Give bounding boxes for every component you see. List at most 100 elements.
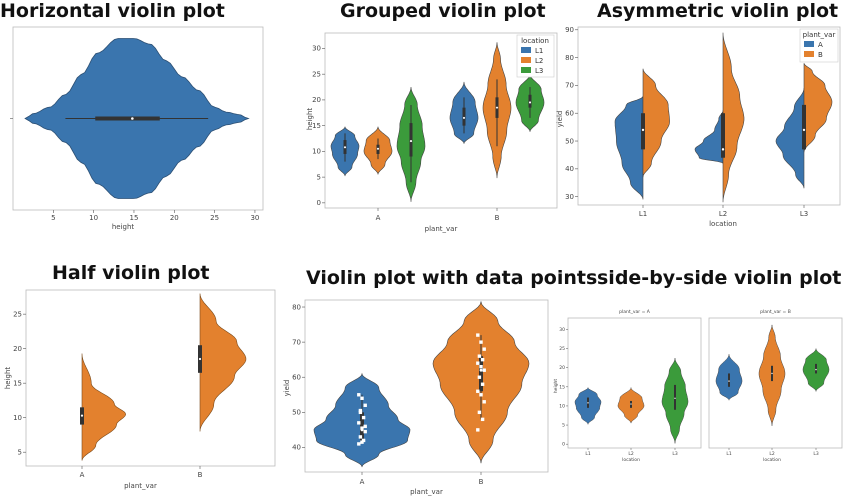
p4-half-violin-B <box>199 293 247 432</box>
p2-legend-swatch-L1 <box>521 47 531 53</box>
p6-xtick-label: L2 <box>628 451 634 457</box>
p6-xtick-label: L1 <box>726 451 732 457</box>
p5-data-point-B <box>479 340 483 344</box>
p1-xtick-label: 20 <box>170 214 179 222</box>
p3-iqr-box-L1 <box>641 113 645 150</box>
p5-data-point-B <box>480 357 485 362</box>
p6-median-dot-0-L2 <box>630 403 632 405</box>
p6-facet-frame-0 <box>567 317 702 449</box>
p1-xtick-label: 25 <box>210 214 219 222</box>
p3-xtick-label: L3 <box>800 210 808 218</box>
p3-ytick-label: 80 <box>565 54 574 62</box>
p5-ytick-label: 70 <box>292 338 301 346</box>
p5-data-point-B <box>479 393 483 397</box>
p1-iqr-box <box>95 116 160 121</box>
p6-median-dot-0-L1 <box>587 402 589 404</box>
p6-facet-title-0: plant_var = A <box>619 309 651 315</box>
p6-iqr-box-1-L1 <box>728 373 730 387</box>
p3-legend-label-A: A <box>818 41 823 49</box>
p6-ytick-label: 20 <box>559 365 565 371</box>
p2-B-L2-median-dot <box>495 106 499 109</box>
p3-legend-title: plant_var <box>803 31 836 39</box>
p3-ytick-label: 60 <box>565 110 574 118</box>
p2-A-L1-median-dot <box>343 146 347 149</box>
p4-ytick-label: 10 <box>13 414 22 422</box>
p3-median-dot-L2 <box>721 148 725 151</box>
p5-data-point-A <box>358 435 363 439</box>
p6-xtick-label: L3 <box>813 451 819 457</box>
p3-xlabel: location <box>709 220 737 228</box>
p5-data-point-B <box>477 375 482 379</box>
p6-iqr-box-0-L3 <box>674 384 676 410</box>
p4-frame <box>25 289 276 467</box>
p2-xlabel: plant_var <box>425 225 458 233</box>
p4-xlabel: plant_var <box>124 482 157 490</box>
title-horizontal-violin: Horizontal violin plot <box>0 0 225 22</box>
title-violin-data-points: Violin plot with data points <box>306 267 598 289</box>
p5-data-point-A <box>358 410 363 415</box>
p2-ytick-label: 5 <box>317 173 321 181</box>
p6-median-dot-0-L3 <box>674 397 676 399</box>
p5-B-iqr-box <box>479 356 483 392</box>
p5-frame <box>304 299 549 473</box>
p3-violin-L2-B <box>722 32 745 203</box>
p2-legend-swatch-L2 <box>521 57 531 63</box>
p6-xtick-label: L3 <box>672 451 678 457</box>
p5-data-point-B <box>476 361 480 365</box>
p3-ytick-label: 90 <box>565 26 574 34</box>
p6-facet-frame-1 <box>708 317 843 449</box>
p2-ytick-label: 0 <box>317 199 321 207</box>
p2-ylabel: height <box>306 108 314 131</box>
p2-legend-label-L1: L1 <box>535 47 543 55</box>
p5-data-point-A <box>360 426 364 430</box>
p5-ytick-label: 60 <box>292 374 301 382</box>
p5-data-point-B <box>479 364 483 369</box>
p3-ytick-label: 70 <box>565 82 574 90</box>
p3-ylabel: yield <box>556 111 564 128</box>
p4-ylabel: height <box>4 367 12 390</box>
p5-data-point-A <box>358 408 363 413</box>
p3-ytick-label: 30 <box>565 193 574 201</box>
p6-median-dot-1-L2 <box>771 372 773 375</box>
p5-data-point-B <box>482 347 486 351</box>
p5-ytick-label: 80 <box>292 303 301 311</box>
p2-legend-title: location <box>521 37 549 45</box>
p3-legend-swatch-A <box>804 41 814 47</box>
p5-data-point-B <box>477 410 482 415</box>
p2-frame <box>324 32 558 209</box>
p5-data-point-B <box>482 368 486 372</box>
p6-ytick-label: 25 <box>559 346 565 352</box>
p3-xtick-label: L2 <box>719 210 727 218</box>
p5-A-iqr-box <box>360 412 364 441</box>
p2-A-L2-median-dot <box>376 147 380 150</box>
p4-xtick-label: B <box>198 471 203 479</box>
p6-xtick-label: L1 <box>585 451 591 457</box>
title-side-by-side-violin: side-by-side violin plot <box>597 267 842 289</box>
title-half-violin: Half violin plot <box>52 262 210 284</box>
p6-iqr-box-1-L3 <box>815 363 817 374</box>
p1-xtick-label: 10 <box>89 214 98 222</box>
p5-data-point-B <box>480 417 485 422</box>
p2-ytick-label: 10 <box>312 148 321 156</box>
p5-data-point-B <box>477 354 482 358</box>
p3-violin-L1-B <box>642 68 670 178</box>
p1-xtick-label: 15 <box>130 214 139 222</box>
p5-data-point-B <box>476 389 480 393</box>
p1-xtick-label: 5 <box>51 214 55 222</box>
p5-data-point-A <box>357 393 361 397</box>
p5-xtick-label: A <box>360 478 365 486</box>
p1-xlabel: height <box>112 223 135 231</box>
p4-median-dot-A <box>80 414 84 417</box>
title-grouped-violin: Grouped violin plot <box>340 0 546 22</box>
p6-median-dot-1-L3 <box>815 368 817 371</box>
p5-data-point-A <box>360 440 364 444</box>
p3-ytick-label: 50 <box>565 137 574 145</box>
p5-B-median-dot <box>479 368 483 372</box>
p1-median-dot <box>131 117 134 120</box>
p4-median-dot-B <box>198 357 202 361</box>
p2-xtick-label: A <box>376 214 381 222</box>
p2-ytick-label: 15 <box>312 122 321 130</box>
p6-ylabel: height <box>553 379 559 394</box>
p5-data-point-A <box>357 442 361 446</box>
